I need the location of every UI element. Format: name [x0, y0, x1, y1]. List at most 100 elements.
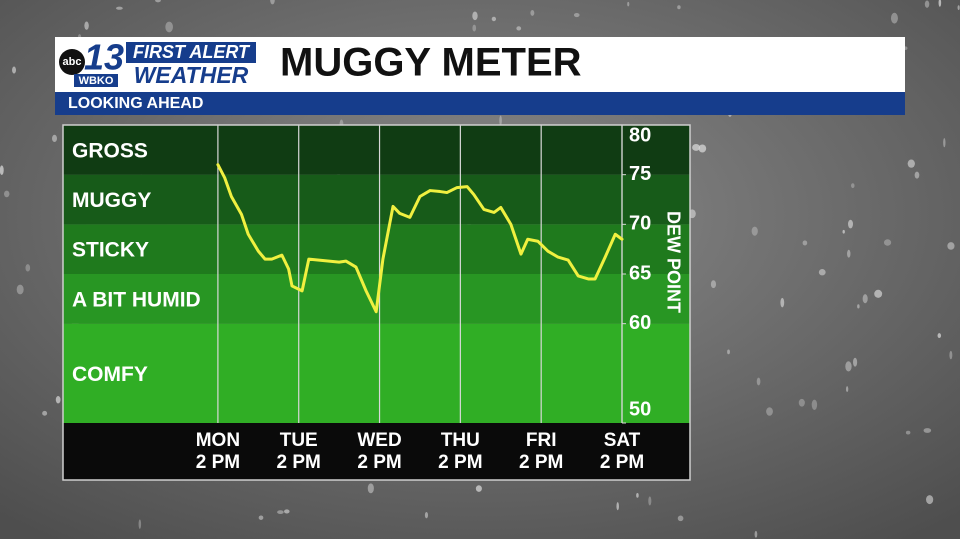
band [63, 224, 690, 274]
raindrop [530, 10, 535, 16]
raindrop [698, 144, 707, 153]
raindrop [516, 26, 522, 31]
raindrop [692, 144, 701, 151]
raindrop [0, 165, 4, 176]
raindrop [627, 1, 630, 7]
raindrop [16, 284, 24, 295]
raindrop [165, 21, 173, 33]
raindrop [851, 183, 855, 189]
x-tick-label: 2 PM [357, 452, 401, 473]
x-tick-label: 2 PM [519, 452, 563, 473]
raindrop [862, 294, 868, 304]
station: WBKO [79, 75, 114, 87]
y-tick-label: 80 [629, 124, 651, 146]
raindrop [475, 485, 482, 492]
logo: abc 13 WBKO FIRST ALERT WEATHER [59, 37, 256, 88]
brand-badge [126, 42, 256, 63]
chart-frame [62, 124, 691, 481]
y-tick-label: 50 [629, 398, 651, 420]
raindrop [937, 333, 942, 339]
x-tick-label: 2 PM [438, 452, 482, 473]
raindrop [943, 138, 946, 148]
band [63, 125, 690, 175]
raindrop [84, 21, 89, 30]
raindrop [677, 5, 681, 10]
raindrop [258, 515, 264, 520]
y-tick-label: 60 [629, 312, 651, 334]
raindrop [818, 269, 826, 276]
raindrop [499, 115, 502, 126]
raindrop [472, 11, 478, 21]
network: abc [63, 56, 82, 68]
raindrop [914, 171, 920, 179]
x-tick-label: MON [196, 430, 240, 451]
raindrop [890, 12, 898, 24]
band-label: A BIT HUMID [72, 288, 201, 311]
raindrop [3, 190, 10, 198]
raindrop [677, 515, 684, 522]
x-axis-strip [63, 423, 690, 480]
x-tick-label: 2 PM [196, 452, 240, 473]
raindrop [883, 239, 892, 246]
raindrop [924, 0, 930, 8]
x-tick-label: THU [441, 430, 480, 451]
raindrop [938, 0, 942, 7]
raindrop [55, 395, 61, 404]
raindrop [116, 6, 123, 10]
subtitle: LOOKING AHEAD [68, 95, 203, 112]
raindrop [648, 496, 652, 506]
band [63, 323, 690, 423]
raindrop [905, 430, 911, 435]
raindrop [25, 264, 31, 272]
raindrop [949, 350, 953, 360]
x-tick-label: SAT [604, 430, 641, 451]
title: MUGGY METER [280, 41, 582, 85]
raindrop [847, 249, 851, 258]
band-label: MUGGY [72, 189, 151, 212]
raindrop [845, 386, 849, 393]
raindrop [270, 0, 275, 5]
x-tick-label: 2 PM [277, 452, 321, 473]
raindrop [636, 493, 639, 498]
raindrop [874, 289, 883, 298]
raindrop [926, 495, 934, 505]
raindrop [811, 399, 818, 410]
channel: 13 [84, 37, 124, 78]
raindrop [727, 349, 730, 355]
brand-bottom: WEATHER [134, 62, 249, 88]
band-label: COMFY [72, 363, 148, 386]
station-badge [74, 74, 118, 87]
raindrop [780, 297, 785, 308]
raindrop [842, 229, 845, 234]
raindrop [802, 240, 808, 246]
raindrop [853, 357, 858, 367]
raindrop [424, 511, 429, 519]
raindrop [766, 407, 773, 416]
raindrop [957, 5, 960, 11]
raindrop [472, 24, 477, 32]
raindrop [751, 226, 758, 236]
y-tick-label: 75 [629, 163, 651, 185]
raindrop [798, 398, 805, 407]
raindrop [857, 304, 860, 309]
raindrop [277, 510, 284, 515]
band [63, 174, 690, 225]
x-tick-label: WED [357, 430, 401, 451]
y-tick-label: 65 [629, 262, 651, 284]
y-tick-label: 70 [629, 213, 651, 235]
raindrop [138, 519, 142, 529]
raindrop [756, 377, 761, 386]
raindrop [754, 530, 758, 538]
raindrop [367, 483, 374, 494]
x-tick-label: 2 PM [600, 452, 644, 473]
raindrop [923, 428, 932, 433]
raindrop [947, 242, 955, 250]
band-label: GROSS [72, 139, 148, 162]
raindrop [710, 280, 717, 289]
raindrop [155, 0, 161, 3]
x-tick-label: FRI [526, 430, 557, 451]
subheader-bar [55, 92, 905, 115]
band-label: STICKY [72, 239, 149, 262]
brand-top: FIRST ALERT [133, 42, 251, 62]
